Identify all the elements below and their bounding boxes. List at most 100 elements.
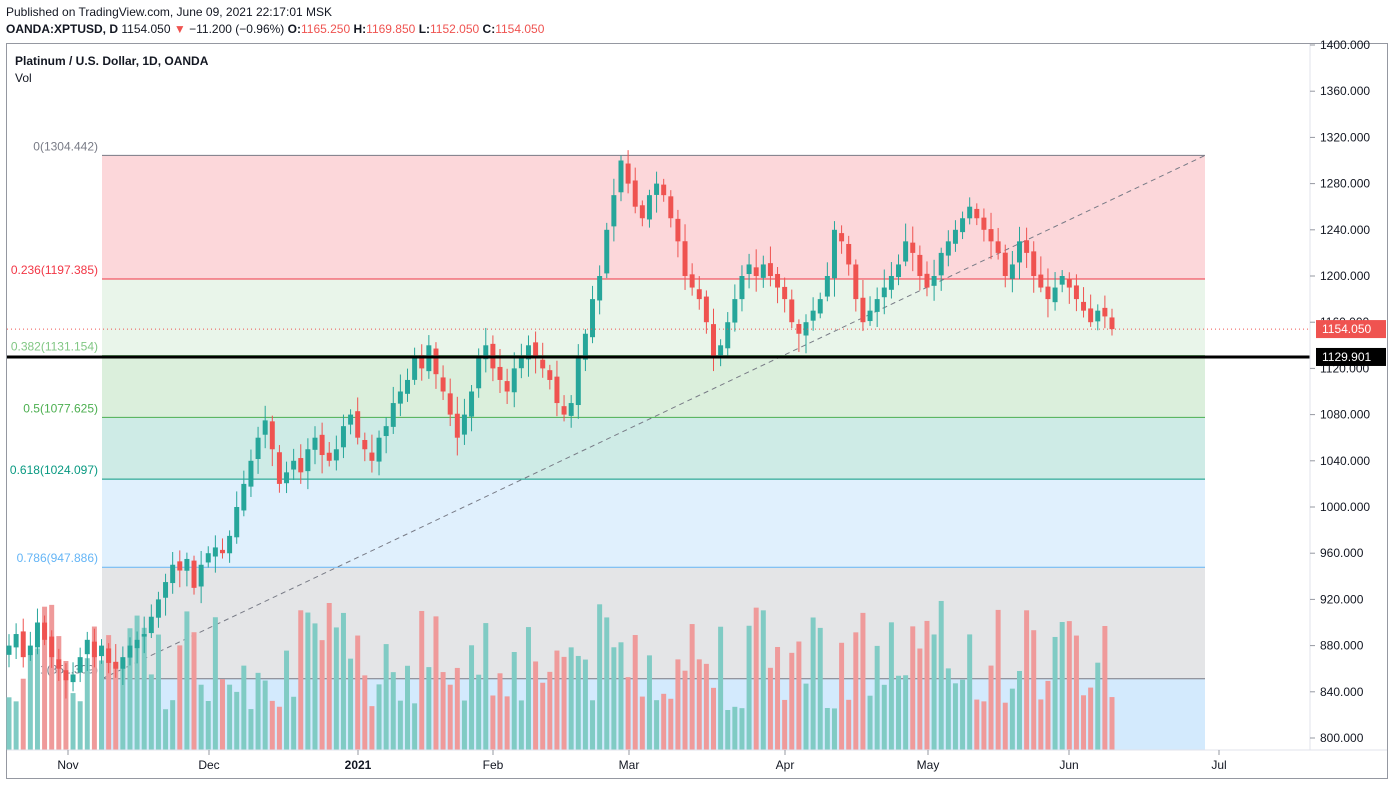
volume-bar bbox=[1002, 702, 1008, 750]
candle-body bbox=[469, 391, 475, 417]
candle-body bbox=[938, 252, 944, 276]
candle-body bbox=[1024, 240, 1030, 253]
volume-bar bbox=[276, 706, 282, 750]
volume-bar bbox=[725, 709, 731, 750]
candle-body bbox=[127, 645, 133, 658]
candle-body bbox=[63, 670, 69, 681]
volume-bar bbox=[227, 684, 233, 750]
candle-body bbox=[34, 622, 40, 648]
volume-bar bbox=[597, 604, 603, 750]
candle-body bbox=[796, 324, 802, 334]
close-value: 1154.050 bbox=[495, 22, 545, 36]
symbol-name: OANDA:XPTUSD, D bbox=[6, 22, 119, 36]
chart-frame bbox=[6, 43, 1388, 779]
candle-body bbox=[760, 264, 766, 278]
volume-bar bbox=[981, 701, 987, 750]
candle-body bbox=[945, 241, 951, 256]
candle-body bbox=[575, 356, 581, 406]
volume-bar bbox=[234, 691, 240, 750]
candle-body bbox=[27, 645, 33, 656]
candle-body bbox=[348, 414, 354, 425]
volume-bar bbox=[839, 642, 845, 750]
volume-bar bbox=[1102, 626, 1108, 750]
candle-body bbox=[931, 276, 937, 286]
volume-bar bbox=[170, 700, 176, 750]
current-price-tag bbox=[1316, 320, 1386, 339]
volume-bar bbox=[703, 663, 709, 750]
candle-body bbox=[476, 356, 482, 389]
candle-body bbox=[554, 376, 560, 404]
current-price-tag-label: 1154.050 bbox=[1322, 322, 1371, 336]
candle-body bbox=[803, 322, 809, 336]
candle-body bbox=[1009, 264, 1015, 279]
volume-bar bbox=[291, 696, 297, 750]
candle-body bbox=[995, 241, 1001, 253]
volume-bar bbox=[582, 659, 588, 750]
candle-body bbox=[682, 241, 688, 276]
candle-body bbox=[654, 183, 660, 195]
volume-bar bbox=[860, 612, 866, 750]
volume-bar bbox=[888, 622, 894, 750]
marked-line-tag-label: 1129.901 bbox=[1322, 350, 1371, 364]
candle-body bbox=[148, 616, 154, 634]
candle-body bbox=[1066, 278, 1072, 288]
volume-bar bbox=[1059, 622, 1065, 750]
candle-body bbox=[867, 310, 873, 322]
candle-body bbox=[625, 163, 631, 184]
price-tick-label: 1280.000 bbox=[1320, 177, 1370, 191]
volume-bar bbox=[917, 648, 923, 750]
candle-body bbox=[134, 639, 140, 649]
volume-bar bbox=[554, 650, 560, 750]
candle-body bbox=[917, 254, 923, 276]
volume-bar bbox=[1024, 610, 1030, 750]
time-tick-label: Apr bbox=[776, 758, 795, 772]
volume-bar bbox=[298, 610, 304, 750]
volume-bar bbox=[682, 670, 688, 750]
volume-bar bbox=[1031, 630, 1037, 750]
candle-body bbox=[831, 229, 837, 279]
candle-body bbox=[518, 356, 524, 369]
volume-bar bbox=[326, 602, 332, 750]
volume-bar bbox=[874, 645, 880, 750]
volume-bar bbox=[910, 626, 916, 750]
candle-body bbox=[881, 287, 887, 298]
candle-body bbox=[952, 229, 958, 244]
candle-body bbox=[340, 426, 346, 448]
candle-body bbox=[1002, 252, 1008, 276]
volume-bar bbox=[106, 635, 112, 750]
candle-body bbox=[177, 561, 183, 571]
candle-body bbox=[1016, 241, 1022, 263]
price-tick-label: 1400.000 bbox=[1320, 38, 1370, 52]
volume-bar bbox=[184, 611, 190, 750]
candle-body bbox=[1095, 310, 1101, 322]
volume-bar bbox=[853, 632, 859, 750]
candle-body bbox=[511, 368, 517, 393]
candle-body bbox=[205, 553, 211, 563]
candle-body bbox=[120, 657, 126, 669]
candle-body bbox=[732, 299, 738, 323]
volume-bar bbox=[881, 684, 887, 750]
volume-bar bbox=[319, 640, 325, 750]
candle-body bbox=[49, 636, 55, 658]
candle-body bbox=[661, 184, 667, 196]
volume-bar bbox=[461, 700, 467, 750]
volume-bar bbox=[945, 668, 951, 750]
volume-bar bbox=[426, 667, 432, 750]
volume-bar bbox=[988, 665, 994, 750]
legend-title: Platinum / U.S. Dollar, 1D, OANDA bbox=[15, 54, 209, 68]
volume-bar bbox=[333, 627, 339, 750]
volume-bar bbox=[654, 700, 660, 750]
volume-bar bbox=[1073, 635, 1079, 750]
time-tick-label: Nov bbox=[57, 758, 78, 772]
fib-label-0.618: 0.618(1024.097) bbox=[10, 463, 98, 477]
volume-bar bbox=[433, 616, 439, 750]
candle-body bbox=[42, 622, 48, 640]
volume-bar bbox=[127, 628, 133, 750]
volume-bar bbox=[99, 660, 105, 750]
candle-body bbox=[860, 297, 866, 323]
volume-bar bbox=[1095, 662, 1101, 750]
volume-bar bbox=[340, 612, 346, 750]
volume-bar bbox=[490, 695, 496, 750]
time-tick-label: May bbox=[917, 758, 940, 772]
